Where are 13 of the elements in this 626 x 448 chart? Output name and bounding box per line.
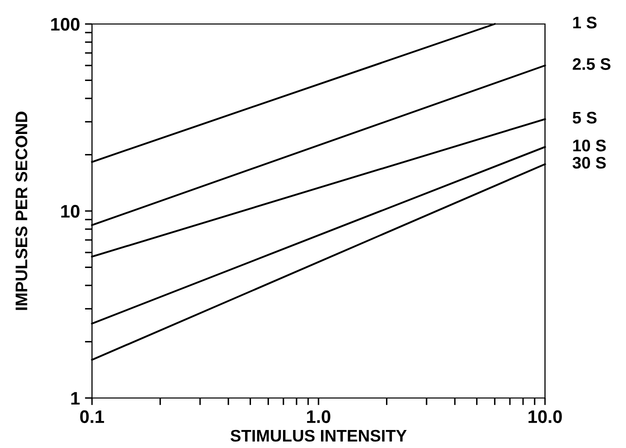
text: 1 S xyxy=(573,16,597,28)
y-tick-label: 100 xyxy=(51,18,80,31)
x-tick-label: 10.0 xyxy=(528,410,562,424)
x-tick-label: 1.0 xyxy=(307,410,330,424)
series-label: 30 S xyxy=(572,156,606,169)
series-label: 5 S xyxy=(572,112,597,124)
series-label: 2.5 S xyxy=(572,58,610,70)
y-tick-label: 10 xyxy=(61,204,80,218)
x-tick-label: 0.1 xyxy=(80,410,104,424)
series-label: 10 S xyxy=(573,140,606,152)
x-axis-title: STIMULUS INTENSITY xyxy=(230,430,407,442)
y-axis-title: IMPULSES PER SECOND xyxy=(16,112,28,310)
y-tick-label: 1 xyxy=(71,392,80,405)
